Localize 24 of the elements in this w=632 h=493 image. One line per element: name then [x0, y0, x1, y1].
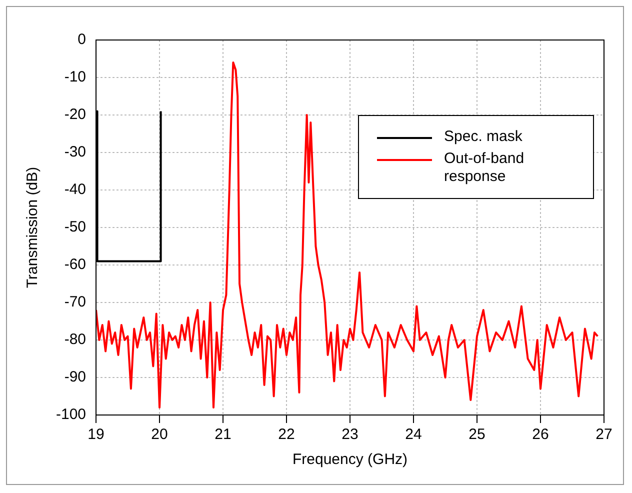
- y-tick-label: 0: [78, 31, 86, 48]
- legend-label: Out-of-band response: [444, 150, 526, 186]
- y-tick-label: -60: [64, 256, 86, 274]
- x-tick-label: 21: [214, 426, 232, 444]
- y-axis-title: Transmission (dB): [24, 166, 42, 288]
- y-tick-label: -20: [64, 106, 86, 124]
- x-axis-title: Frequency (GHz): [292, 451, 408, 468]
- x-tick-label: 25: [468, 426, 486, 444]
- y-tick-label: -90: [64, 368, 86, 386]
- x-tick-label: 26: [532, 426, 549, 444]
- y-tick-label: -50: [64, 218, 86, 236]
- x-tick-label: 23: [342, 426, 358, 444]
- y-tick-label: -30: [64, 144, 86, 161]
- y-tick-label: -40: [64, 181, 86, 198]
- x-tick-label: 19: [88, 426, 104, 444]
- x-tick-label: 24: [405, 426, 422, 444]
- x-tick-label: 22: [278, 426, 295, 444]
- x-tick-label: 20: [151, 426, 168, 444]
- y-tick-label: -100: [56, 406, 86, 424]
- y-tick-label: -10: [64, 68, 86, 86]
- legend-label: Spec. mask: [444, 128, 524, 146]
- x-tick-label: 27: [596, 426, 612, 444]
- y-tick-label: -80: [64, 331, 86, 348]
- y-tick-label: -70: [64, 294, 86, 311]
